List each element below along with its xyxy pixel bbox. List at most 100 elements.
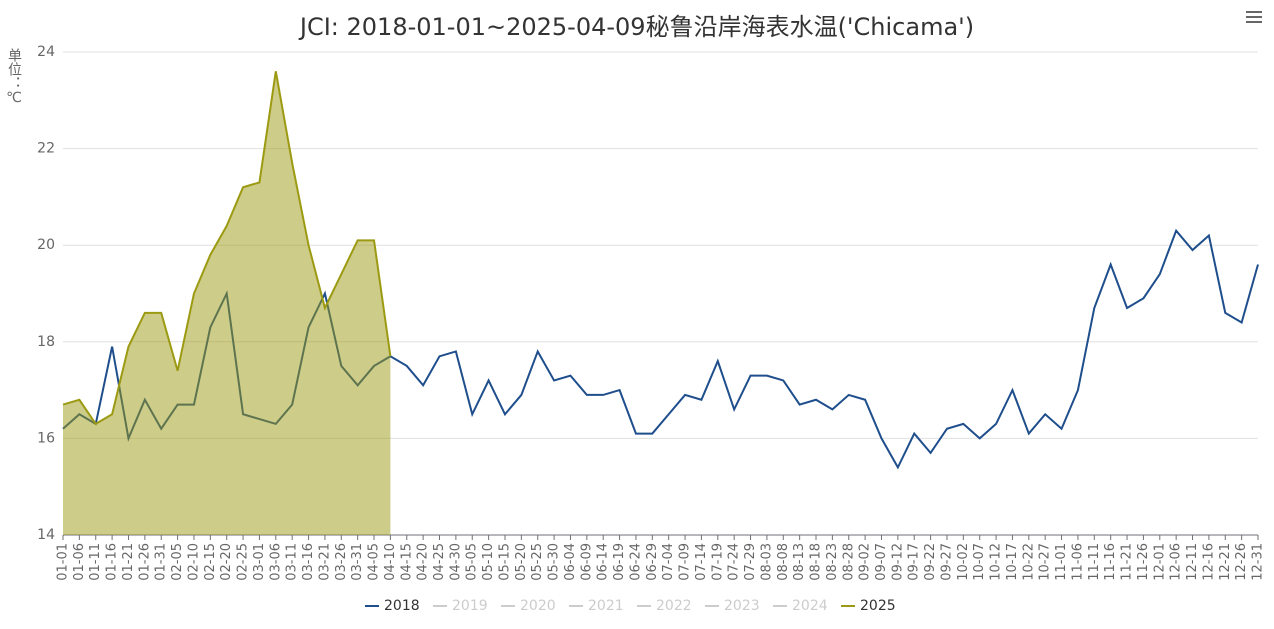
legend-item[interactable]: 2023 xyxy=(705,598,760,614)
x-tick-label: 03-31 xyxy=(350,543,365,581)
x-tick-label: 03-11 xyxy=(285,543,300,581)
x-tick-label: 04-10 xyxy=(383,543,398,581)
x-tick-label: 08-03 xyxy=(759,543,774,581)
x-tick-label: 01-21 xyxy=(121,543,136,581)
x-tick-label: 06-24 xyxy=(628,543,643,581)
x-tick-label: 02-05 xyxy=(170,543,185,581)
legend-label: 2020 xyxy=(520,598,556,614)
legend-item[interactable]: 2025 xyxy=(841,598,896,614)
x-tick-label: 05-05 xyxy=(465,543,480,581)
x-tick-label: 12-21 xyxy=(1218,543,1233,581)
x-tick-label: 12-11 xyxy=(1185,543,1200,581)
x-tick-label: 09-22 xyxy=(923,543,938,581)
x-tick-label: 12-01 xyxy=(1152,543,1167,581)
area xyxy=(63,71,391,535)
x-tick-label: 05-10 xyxy=(481,543,496,581)
x-tick-label: 04-25 xyxy=(432,543,447,581)
x-tick-label: 04-15 xyxy=(399,543,414,581)
legend-label: 2021 xyxy=(588,598,624,614)
x-tick-label: 10-12 xyxy=(989,543,1004,581)
x-tick-label: 09-27 xyxy=(939,543,954,581)
menu-icon[interactable] xyxy=(1246,11,1262,23)
x-tick-label: 11-16 xyxy=(1103,543,1118,581)
x-tick-label: 01-01 xyxy=(56,543,71,581)
x-tick-label: 10-22 xyxy=(1021,543,1036,581)
x-tick-label: 11-06 xyxy=(1070,543,1085,581)
chart-title: JCI: 2018-01-01~2025-04-09秘鲁沿岸海表水温('Chic… xyxy=(298,13,974,41)
legend-label: 2022 xyxy=(656,598,692,614)
x-tick-label: 10-27 xyxy=(1038,543,1053,581)
legend-label: 2023 xyxy=(724,598,760,614)
x-tick-label: 08-13 xyxy=(792,543,807,581)
x-tick-label: 04-05 xyxy=(367,543,382,581)
x-tick-label: 06-29 xyxy=(645,543,660,581)
x-tick-label: 05-25 xyxy=(530,543,545,581)
x-tick-label: 08-23 xyxy=(825,543,840,581)
x-tick-label: 06-09 xyxy=(579,543,594,581)
x-tick-label: 02-25 xyxy=(236,543,251,581)
x-tick-label: 07-24 xyxy=(727,543,742,581)
legend-item[interactable]: 2024 xyxy=(773,598,828,614)
x-tick-label: 02-20 xyxy=(219,543,234,581)
y-axis-label: 单位：℃ xyxy=(6,48,22,106)
legend-item[interactable]: 2020 xyxy=(501,598,556,614)
x-tick-label: 01-16 xyxy=(105,543,120,581)
line xyxy=(62,71,392,426)
x-tick-label: 08-18 xyxy=(809,543,824,581)
x-tick-label: 08-08 xyxy=(776,543,791,581)
x-tick-label: 05-30 xyxy=(547,543,562,581)
x-tick-label: 06-19 xyxy=(612,543,627,581)
x-tick-label: 07-09 xyxy=(678,543,693,581)
x-tick-label: 06-14 xyxy=(596,543,611,581)
x-tick-label: 02-10 xyxy=(186,543,201,581)
legend-item[interactable]: 2022 xyxy=(637,598,692,614)
x-tick-label: 05-15 xyxy=(497,543,512,581)
x-tick-label: 10-02 xyxy=(956,543,971,581)
x-tick-label: 07-19 xyxy=(710,543,725,581)
y-tick-label: 20 xyxy=(37,237,55,253)
x-tick-label: 08-28 xyxy=(841,543,856,581)
y-tick-label: 14 xyxy=(37,527,55,543)
x-tick-label: 03-06 xyxy=(268,543,283,581)
legend-label: 2019 xyxy=(452,598,488,614)
x-tick-label: 09-12 xyxy=(890,543,905,581)
x-tick-label: 12-26 xyxy=(1234,543,1249,581)
x-tick-label: 07-29 xyxy=(743,543,758,581)
legend-label: 2025 xyxy=(860,598,896,614)
x-tick-label: 12-16 xyxy=(1201,543,1216,581)
legend-item[interactable]: 2018 xyxy=(365,598,420,614)
legend-label: 2018 xyxy=(384,598,420,614)
legend-item[interactable]: 2021 xyxy=(569,598,624,614)
y-tick-label: 18 xyxy=(37,334,55,350)
x-tick-label: 11-11 xyxy=(1087,543,1102,581)
legend-item[interactable]: 2019 xyxy=(433,598,488,614)
legend-label: 2024 xyxy=(792,598,828,614)
x-tick-label: 01-11 xyxy=(88,543,103,581)
x-tick-label: 06-04 xyxy=(563,543,578,581)
x-tick-label: 01-06 xyxy=(72,543,87,581)
x-tick-label: 09-07 xyxy=(874,543,889,581)
y-tick-label: 24 xyxy=(37,44,55,60)
x-tick-label: 03-16 xyxy=(301,543,316,581)
x-tick-label: 05-20 xyxy=(514,543,529,581)
x-tick-label: 10-17 xyxy=(1005,543,1020,581)
x-tick-label: 10-07 xyxy=(972,543,987,581)
x-tick-label: 01-31 xyxy=(154,543,169,581)
x-tick-label: 02-15 xyxy=(203,543,218,581)
x-tick-label: 12-31 xyxy=(1251,543,1266,581)
x-tick-label: 07-14 xyxy=(694,543,709,581)
x-tick-label: 09-02 xyxy=(858,543,873,581)
x-tick-label: 12-06 xyxy=(1169,543,1184,581)
x-tick-label: 11-21 xyxy=(1120,543,1135,581)
legend: 2018 2019 2020 2021 2022 2023 2024 2025 xyxy=(365,598,896,614)
x-tick-label: 04-30 xyxy=(448,543,463,581)
x-tick-label: 01-26 xyxy=(137,543,152,581)
x-tick-label: 04-20 xyxy=(416,543,431,581)
x-tick-label: 03-21 xyxy=(317,543,332,581)
x-tick-label: 11-26 xyxy=(1136,543,1151,581)
x-tick-label: 11-01 xyxy=(1054,543,1069,581)
y-tick-label: 16 xyxy=(37,430,55,446)
y-tick-label: 22 xyxy=(37,141,55,157)
x-tick-label: 03-01 xyxy=(252,543,267,581)
